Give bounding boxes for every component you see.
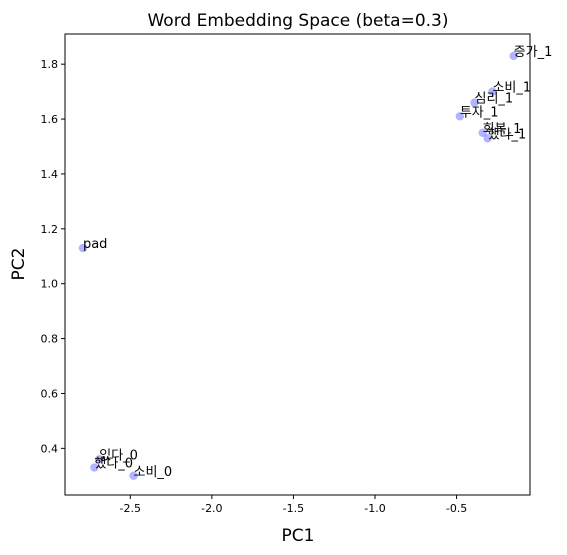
data-point bbox=[488, 87, 497, 96]
x-tick-label: -1.0 bbox=[364, 502, 385, 515]
y-tick-label: 0.6 bbox=[41, 387, 59, 400]
x-axis-label: PC1 bbox=[282, 526, 315, 546]
data-point bbox=[478, 128, 487, 137]
point-label: 했다_1 bbox=[488, 126, 527, 142]
y-tick-label: 1.2 bbox=[41, 223, 59, 236]
x-tick-label: -1.5 bbox=[283, 502, 304, 515]
point-label: 회복_1 bbox=[483, 122, 522, 137]
y-axis-label: PC2 bbox=[9, 248, 29, 281]
data-point bbox=[455, 112, 465, 121]
x-tick-label: -2.0 bbox=[201, 502, 222, 515]
y-tick-label: 0.4 bbox=[41, 442, 59, 455]
point-label: pad bbox=[83, 237, 107, 252]
x-tick-label: -2.5 bbox=[120, 502, 141, 515]
y-tick-label: 1.4 bbox=[41, 168, 59, 181]
data-point bbox=[129, 471, 138, 480]
point-label: 심리_1 bbox=[475, 92, 514, 107]
point-label: 소비_1 bbox=[492, 81, 531, 96]
x-axis: -2.5 -2.0 -1.5 -1.0 -0.5 bbox=[120, 495, 467, 515]
data-point bbox=[483, 134, 492, 143]
point-label: 했다_0 bbox=[94, 456, 133, 472]
point-label: 증가_1 bbox=[514, 45, 553, 60]
point-label: 소비_0 bbox=[134, 465, 173, 480]
plot-frame bbox=[64, 33, 531, 496]
y-tick-label: 0.8 bbox=[41, 333, 59, 346]
y-tick-label: 1.0 bbox=[41, 278, 59, 291]
point-label: 투자_1 bbox=[460, 105, 499, 120]
x-tick-label: -0.5 bbox=[446, 502, 467, 515]
data-point bbox=[95, 455, 104, 464]
data-point bbox=[90, 463, 99, 472]
y-axis: 0.4 0.6 0.8 1.0 1.2 1.4 1.6 1.8 bbox=[41, 58, 65, 455]
y-tick-label: 1.6 bbox=[41, 113, 59, 126]
chart-title: Word Embedding Space (beta=0.3) bbox=[147, 11, 448, 31]
y-tick-label: 1.8 bbox=[41, 58, 59, 71]
data-point bbox=[470, 98, 479, 107]
data-point bbox=[78, 243, 88, 253]
data-point bbox=[509, 51, 518, 61]
point-label: 있다_0 bbox=[99, 448, 138, 463]
